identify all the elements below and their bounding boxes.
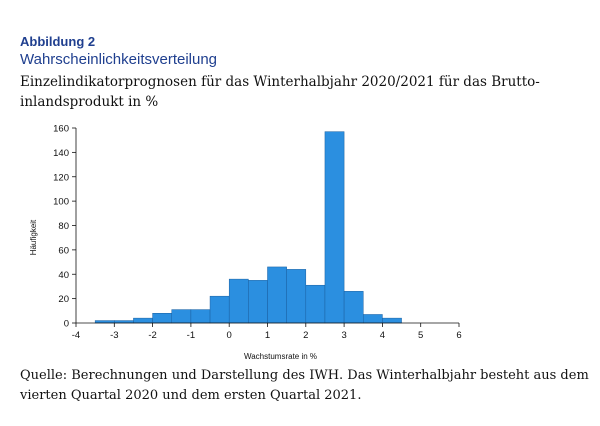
histogram-bar: [190, 309, 211, 324]
histogram-bar: [267, 266, 287, 324]
histogram-bar: [363, 314, 383, 324]
figure-title: Einzelindikatorprognosen für das Winterh…: [20, 74, 540, 110]
y-tick-label: 120: [53, 172, 69, 183]
histogram-bar: [286, 269, 307, 324]
x-tick-label: -4: [72, 330, 80, 341]
x-tick-label: 6: [456, 330, 461, 341]
y-axis-label: Häufigkeit: [29, 219, 38, 255]
y-tick-label: 20: [58, 294, 69, 305]
histogram-bar: [209, 295, 230, 324]
x-tick-label: 0: [227, 330, 232, 341]
histogram-chart: 0 20 40 60 80 100 120 140 160 -4 -3 -2 -1 0 1 2 3 4 5 6 Wa…: [29, 124, 462, 362]
x-axis-label: Wachstumsrate in %: [244, 352, 317, 361]
x-tick-label: 3: [341, 330, 346, 341]
figure-subtitle: Wahrscheinlichkeitsverteilung: [20, 51, 218, 68]
x-tick-label: -2: [148, 330, 156, 341]
x-ticks-group: -4 -3 -2 -1 0 1 2 3 4 5 6: [72, 323, 462, 341]
x-tick-label: 5: [418, 330, 423, 341]
histogram-bar: [248, 280, 268, 324]
source-note: Quelle: Berechnungen und Darstellung des…: [20, 368, 589, 403]
y-tick-label: 140: [53, 148, 69, 159]
bars-group: [94, 131, 402, 324]
histogram-bar: [228, 278, 249, 324]
histogram-bar: [133, 317, 153, 324]
histogram-bar: [343, 291, 364, 324]
y-tick-label: 0: [64, 319, 69, 330]
y-tick-label: 160: [53, 124, 69, 135]
x-tick-label: -3: [110, 330, 118, 341]
y-tick-label: 100: [53, 197, 69, 208]
histogram-bar: [305, 284, 326, 324]
x-tick-label: 2: [303, 330, 308, 341]
y-ticks-group: 0 20 40 60 80 100 120 140 160: [53, 124, 76, 330]
y-tick-label: 80: [58, 221, 69, 232]
y-tick-label: 40: [58, 270, 69, 281]
x-tick-label: 4: [380, 330, 385, 341]
histogram-bar: [324, 131, 345, 324]
x-tick-label: -1: [187, 330, 195, 341]
figure-label: Abbildung 2: [20, 34, 96, 49]
histogram-bar: [152, 313, 173, 324]
y-tick-label: 60: [58, 245, 69, 256]
x-tick-label: 1: [265, 330, 270, 341]
histogram-bar: [382, 317, 402, 324]
histogram-bar: [171, 309, 192, 324]
